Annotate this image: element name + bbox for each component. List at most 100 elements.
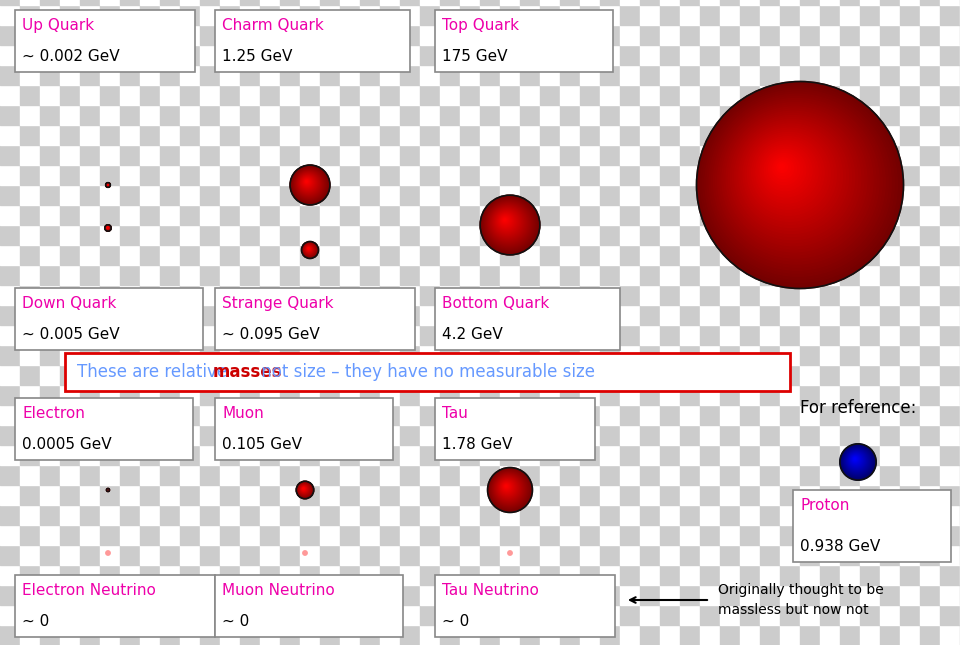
Bar bbox=[860, 465, 880, 485]
Bar bbox=[940, 405, 960, 425]
Bar bbox=[140, 205, 160, 225]
Bar bbox=[200, 525, 220, 545]
Bar bbox=[600, 425, 620, 445]
Circle shape bbox=[107, 489, 109, 491]
Bar bbox=[580, 305, 600, 325]
Bar bbox=[940, 585, 960, 605]
Bar bbox=[560, 425, 580, 445]
Bar bbox=[40, 0, 60, 5]
Circle shape bbox=[722, 107, 867, 252]
Bar bbox=[280, 625, 300, 645]
Bar bbox=[320, 325, 340, 345]
Bar bbox=[380, 5, 400, 25]
Bar bbox=[440, 445, 460, 465]
Bar bbox=[700, 565, 720, 585]
Bar bbox=[720, 205, 740, 225]
Bar bbox=[215, 398, 393, 460]
Circle shape bbox=[840, 444, 876, 479]
Circle shape bbox=[300, 484, 309, 494]
Circle shape bbox=[296, 171, 322, 197]
Bar bbox=[880, 245, 900, 265]
Bar bbox=[500, 285, 520, 305]
Bar bbox=[100, 145, 120, 165]
Bar bbox=[620, 65, 640, 85]
Bar bbox=[20, 45, 40, 65]
Bar bbox=[560, 45, 580, 65]
Bar bbox=[260, 205, 280, 225]
Circle shape bbox=[500, 480, 515, 495]
Bar bbox=[340, 65, 360, 85]
Bar bbox=[20, 505, 40, 525]
Circle shape bbox=[737, 122, 846, 230]
Bar bbox=[500, 265, 520, 285]
Bar bbox=[480, 265, 500, 285]
Bar bbox=[560, 65, 580, 85]
Bar bbox=[340, 565, 360, 585]
Bar bbox=[0, 105, 20, 125]
Circle shape bbox=[107, 227, 108, 228]
Bar bbox=[320, 245, 340, 265]
Bar bbox=[100, 605, 120, 625]
Bar bbox=[800, 205, 820, 225]
Bar bbox=[380, 545, 400, 565]
Bar bbox=[460, 445, 480, 465]
Bar bbox=[320, 0, 340, 5]
Circle shape bbox=[300, 484, 310, 495]
Bar bbox=[760, 565, 780, 585]
Bar bbox=[340, 225, 360, 245]
Bar bbox=[0, 85, 20, 105]
Bar bbox=[215, 575, 403, 637]
Bar bbox=[600, 0, 620, 5]
Circle shape bbox=[502, 217, 508, 223]
Bar bbox=[420, 0, 440, 5]
Bar bbox=[580, 505, 600, 525]
Bar bbox=[440, 405, 460, 425]
Bar bbox=[280, 0, 300, 5]
Bar bbox=[760, 545, 780, 565]
Circle shape bbox=[299, 484, 310, 495]
Bar bbox=[0, 305, 20, 325]
Bar bbox=[500, 585, 520, 605]
Bar bbox=[340, 505, 360, 525]
Bar bbox=[880, 365, 900, 385]
Bar bbox=[260, 85, 280, 105]
Bar bbox=[420, 205, 440, 225]
Bar bbox=[760, 605, 780, 625]
Bar bbox=[800, 405, 820, 425]
Bar bbox=[640, 125, 660, 145]
Circle shape bbox=[303, 179, 310, 186]
Bar bbox=[20, 0, 40, 5]
Bar bbox=[0, 245, 20, 265]
Bar bbox=[680, 145, 700, 165]
Bar bbox=[120, 245, 140, 265]
Bar bbox=[500, 5, 520, 25]
Bar bbox=[460, 45, 480, 65]
Circle shape bbox=[303, 178, 311, 186]
Bar bbox=[720, 565, 740, 585]
Bar bbox=[300, 425, 320, 445]
Circle shape bbox=[298, 173, 319, 194]
Bar bbox=[220, 565, 240, 585]
Bar bbox=[420, 305, 440, 325]
Circle shape bbox=[709, 94, 885, 270]
Bar bbox=[600, 225, 620, 245]
Bar bbox=[60, 325, 80, 345]
Bar bbox=[840, 445, 860, 465]
Bar bbox=[60, 625, 80, 645]
Bar bbox=[800, 345, 820, 365]
Circle shape bbox=[851, 454, 861, 465]
Bar bbox=[900, 625, 920, 645]
Bar bbox=[260, 185, 280, 205]
Text: Strange Quark: Strange Quark bbox=[222, 296, 333, 311]
Bar bbox=[340, 5, 360, 25]
Bar bbox=[360, 65, 380, 85]
Bar bbox=[660, 225, 680, 245]
Bar bbox=[700, 165, 720, 185]
Bar bbox=[760, 105, 780, 125]
Bar bbox=[640, 545, 660, 565]
Circle shape bbox=[300, 174, 317, 192]
Bar bbox=[600, 545, 620, 565]
Bar bbox=[60, 165, 80, 185]
Bar bbox=[240, 85, 260, 105]
Circle shape bbox=[732, 117, 852, 237]
